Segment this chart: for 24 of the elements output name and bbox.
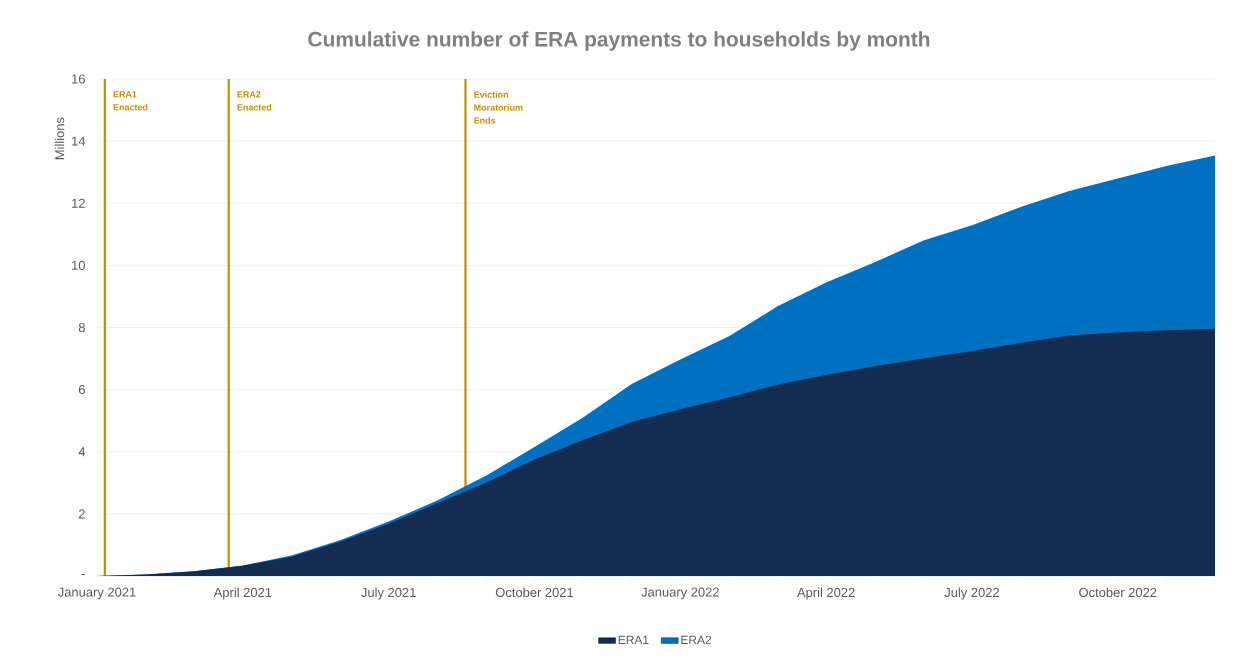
y-tick-label: - bbox=[81, 574, 85, 576]
x-tick-label: January 2021 bbox=[57, 587, 136, 600]
y-axis-title: Millions bbox=[54, 117, 65, 160]
y-tick-label: 14 bbox=[72, 136, 86, 146]
y-tick-label: 2 bbox=[78, 509, 85, 519]
ref-line-label: ERA1 Enacted bbox=[113, 91, 148, 111]
y-tick-label: 8 bbox=[78, 322, 85, 333]
ref-line-label: ERA2 Enacted bbox=[237, 91, 272, 111]
x-tick-label: January 2022 bbox=[641, 587, 719, 600]
x-tick-label: October 2021 bbox=[495, 587, 574, 598]
x-tick-label: July 2022 bbox=[944, 587, 999, 600]
x-tick-label: April 2022 bbox=[797, 587, 855, 600]
y-tick-label: 4 bbox=[78, 447, 86, 457]
y-tick-label: 16 bbox=[72, 74, 85, 84]
y-tick-label: 6 bbox=[78, 385, 85, 395]
x-tick-label: April 2021 bbox=[213, 587, 272, 600]
x-tick-label: July 2021 bbox=[361, 587, 416, 600]
legend-label: ERA2 bbox=[681, 635, 712, 645]
y-tick-label: 10 bbox=[72, 260, 85, 270]
chart-title: Cumulative number of ERA payments to households by month bbox=[308, 31, 930, 51]
x-tick-label: October 2022 bbox=[1079, 587, 1157, 598]
y-tick-label: 12 bbox=[72, 198, 85, 208]
ref-line-label: Eviction Moratorium Ends bbox=[474, 91, 523, 124]
legend-label: ERA1 bbox=[618, 635, 649, 644]
